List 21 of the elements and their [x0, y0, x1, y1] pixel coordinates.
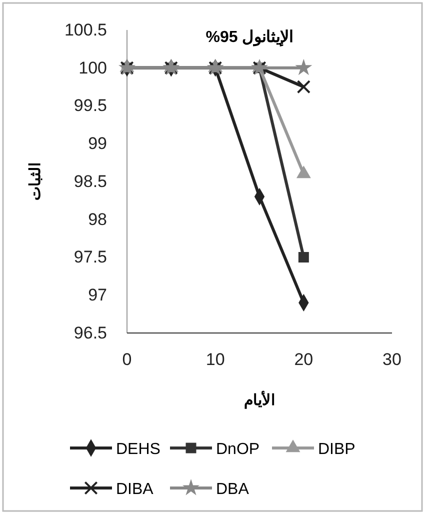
x-axis-title: الأيام [244, 390, 275, 409]
y-tick-label: 98.5 [74, 172, 107, 191]
y-tick-label: 96.5 [74, 323, 107, 342]
y-tick-label: 98 [88, 210, 107, 229]
y-tick-label: 100 [78, 58, 107, 78]
y-tick-label: 100.5 [64, 20, 107, 40]
y-axis-title: الثبات [27, 162, 44, 200]
legend-label: DnOP [216, 441, 260, 458]
legend-label: DEHS [116, 441, 160, 458]
y-tick-label: 97.5 [74, 248, 107, 267]
y-tick-label: 97 [88, 286, 107, 305]
x-tick-label: 20 [294, 350, 314, 370]
legend-label: DIBA [116, 481, 154, 498]
x-tick-label: 30 [382, 350, 402, 370]
chart-title: الإيثانول 95% [206, 29, 294, 47]
y-tick-label: 99 [88, 134, 107, 154]
legend-label: DBA [216, 481, 250, 498]
x-tick-label: 10 [206, 350, 225, 370]
y-tick-label: 99.5 [74, 96, 107, 116]
x-tick-label: 0 [122, 350, 132, 370]
legend-label: DIBP [318, 441, 356, 458]
